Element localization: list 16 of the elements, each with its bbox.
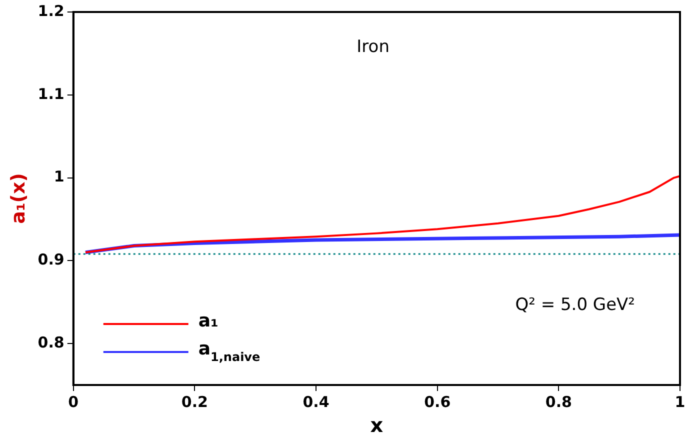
- y-axis-title: a₁(x): [7, 173, 30, 224]
- x-tick-label: 0.6: [424, 392, 451, 411]
- y-tick-label: 1.2: [38, 2, 64, 20]
- annotation: Iron: [356, 37, 390, 57]
- x-tick-label: 0.8: [545, 392, 572, 411]
- annotation: Q² = 5.0 GeV²: [515, 295, 635, 315]
- y-tick-label: 0.9: [38, 250, 64, 269]
- legend-label: a₁: [198, 310, 218, 332]
- x-axis-title: x: [370, 413, 384, 438]
- x-tick-label: 0.4: [302, 392, 330, 411]
- x-tick-label: 1: [674, 392, 686, 411]
- x-tick-label: 0.2: [181, 392, 208, 411]
- x-tick-label: 0: [68, 392, 79, 411]
- y-tick-label: 1: [54, 168, 64, 186]
- y-tick-label: 0.8: [38, 333, 64, 352]
- y-tick-label: 1.1: [38, 84, 64, 103]
